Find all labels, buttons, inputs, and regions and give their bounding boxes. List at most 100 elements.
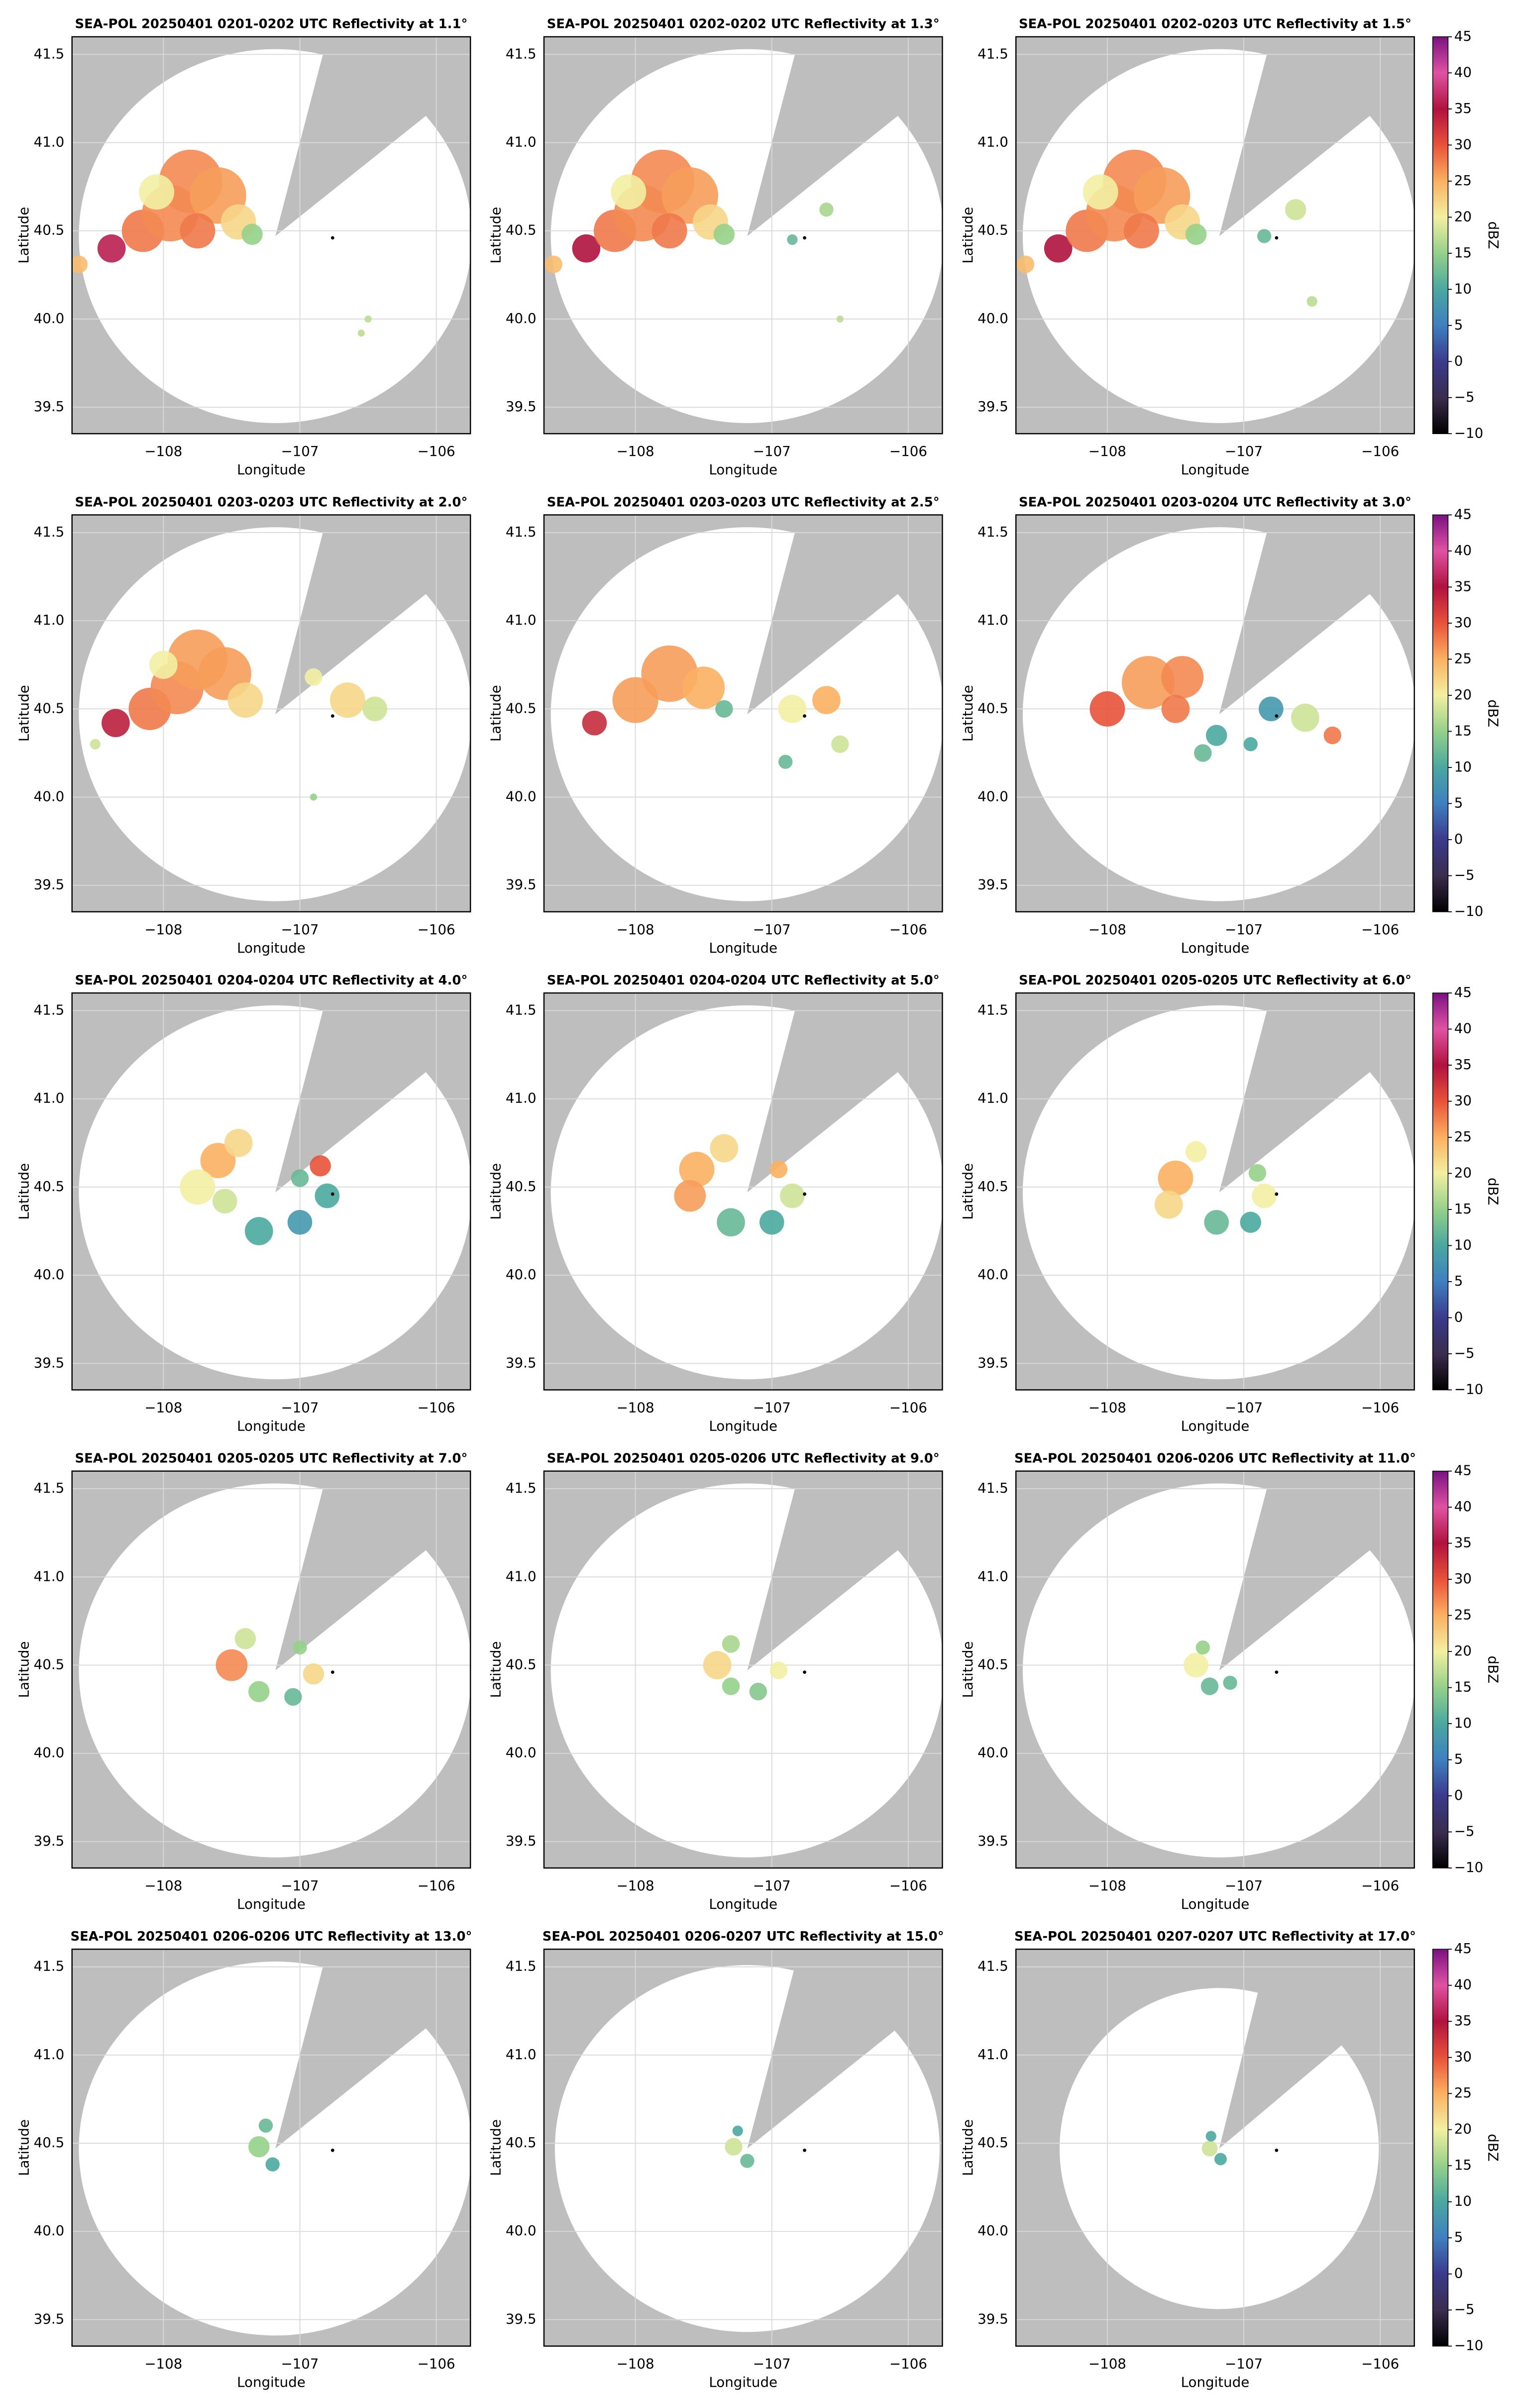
colorbar-tick-label: 40 [1454, 64, 1472, 80]
y-tick-label: 41.5 [34, 524, 65, 540]
echo [740, 2154, 755, 2168]
y-tick-label: 41.0 [34, 1090, 65, 1106]
echo [1252, 1183, 1277, 1208]
y-tick-label: 41.5 [977, 524, 1008, 540]
echo [1285, 199, 1306, 220]
panel-title: SEA-POL 20250401 0207-0207 UTC Reflectiv… [1014, 1929, 1416, 1944]
y-tick-label: 41.0 [506, 612, 537, 628]
panel: SEA-POL 20250401 0205-0205 UTC Reflectiv… [960, 973, 1502, 1434]
x-tick-label: −108 [1088, 2356, 1126, 2372]
echo [180, 213, 216, 249]
echo [722, 1635, 740, 1653]
x-tick-label: −108 [144, 443, 182, 459]
x-tick-label: −108 [144, 1399, 182, 1416]
panel: SEA-POL 20250401 0203-0203 UTC Reflectiv… [15, 495, 471, 956]
echo [651, 213, 687, 249]
y-axis-label: Latitude [15, 1641, 32, 1698]
y-tick-label: 40.0 [506, 310, 537, 327]
x-axis-label: Longitude [709, 1418, 777, 1434]
site-marker [330, 236, 334, 240]
echo [769, 1661, 788, 1679]
colorbar-tick-label: 15 [1454, 244, 1472, 261]
colorbar-tick-label: −5 [1454, 389, 1475, 405]
colorbar-tick-label: 45 [1454, 28, 1472, 44]
panel: SEA-POL 20250401 0202-0203 UTC Reflectiv… [960, 17, 1502, 478]
y-tick-label: 41.5 [977, 1958, 1008, 1974]
plot-area [543, 515, 943, 912]
y-axis-label: Latitude [488, 1163, 504, 1220]
echo [1124, 213, 1159, 249]
axes-frame [71, 1470, 471, 1869]
panel: SEA-POL 20250401 0207-0207 UTC Reflectiv… [960, 1929, 1502, 2390]
x-tick-label: −108 [1088, 443, 1126, 459]
y-tick-label: 41.5 [34, 1001, 65, 1018]
echo [265, 2157, 280, 2172]
y-tick-label: 40.0 [34, 788, 65, 805]
colorbar-tick-label: 10 [1454, 1715, 1472, 1731]
y-tick-label: 39.5 [34, 1833, 65, 1849]
x-tick-label: −106 [418, 1399, 455, 1416]
colorbar-tick-label: 25 [1454, 1607, 1472, 1623]
echo [362, 696, 388, 722]
x-tick-label: −108 [144, 921, 182, 938]
echo [291, 1169, 309, 1187]
x-tick-label: −107 [753, 921, 791, 938]
colorbar-tick-label: 30 [1454, 1570, 1472, 1587]
colorbar-tick-label: 40 [1454, 542, 1472, 558]
plot-area [72, 36, 471, 434]
axes-frame [1015, 992, 1415, 1391]
axes-frame [543, 36, 943, 435]
echo [1184, 1652, 1208, 1678]
site-marker [1275, 714, 1279, 718]
panel: SEA-POL 20250401 0206-0206 UTC Reflectiv… [960, 1451, 1502, 1912]
y-tick-label: 39.5 [506, 1833, 537, 1849]
echo [819, 203, 834, 217]
y-axis-label: Latitude [15, 685, 32, 742]
echo [1154, 1190, 1183, 1219]
echo [725, 2138, 743, 2156]
echo [97, 234, 126, 263]
echo [1044, 234, 1073, 263]
y-tick-label: 40.5 [977, 222, 1008, 238]
echo [703, 1651, 732, 1679]
y-tick-label: 40.0 [977, 788, 1008, 805]
y-tick-label: 39.5 [506, 1354, 537, 1371]
y-axis-label: Latitude [960, 1163, 976, 1220]
site-marker [803, 1192, 806, 1196]
x-axis-label: Longitude [709, 940, 777, 956]
x-axis-label: Longitude [709, 1896, 777, 1912]
y-tick-label: 41.5 [977, 45, 1008, 62]
echo [1257, 229, 1272, 243]
echo [1291, 703, 1319, 732]
y-tick-label: 41.5 [506, 1001, 537, 1018]
plot-area [543, 36, 943, 434]
axes-frame [1015, 1948, 1415, 2347]
x-tick-label: −108 [617, 1877, 654, 1894]
y-tick-label: 40.0 [34, 310, 65, 327]
panel: SEA-POL 20250401 0202-0202 UTC Reflectiv… [488, 17, 943, 478]
y-tick-label: 40.5 [506, 1656, 537, 1672]
colorbar-tick-label: 10 [1454, 2193, 1472, 2209]
echo [1016, 255, 1035, 273]
site-marker [330, 1670, 334, 1674]
colorbar-tick-label: 35 [1454, 100, 1472, 116]
colorbar-label: dBZ [1485, 1656, 1502, 1684]
y-tick-label: 40.5 [506, 2134, 537, 2151]
y-tick-label: 40.5 [34, 1656, 65, 1672]
echo [674, 1180, 706, 1212]
colorbar-tick-label: −10 [1454, 2337, 1483, 2354]
y-tick-label: 40.5 [977, 1656, 1008, 1672]
echo [582, 710, 607, 736]
x-axis-label: Longitude [1181, 940, 1250, 956]
colorbar-tick-label: 0 [1454, 2265, 1463, 2282]
echo [679, 1152, 715, 1187]
echo [1205, 725, 1227, 746]
radar-coverage [554, 1965, 940, 2332]
echo [139, 174, 175, 210]
x-tick-label: −106 [1361, 1399, 1399, 1416]
x-tick-label: −108 [1088, 921, 1126, 938]
colorbar-label: dBZ [1485, 2134, 1502, 2162]
x-axis-label: Longitude [709, 2374, 777, 2391]
colorbar-tick-label: 5 [1454, 794, 1463, 811]
